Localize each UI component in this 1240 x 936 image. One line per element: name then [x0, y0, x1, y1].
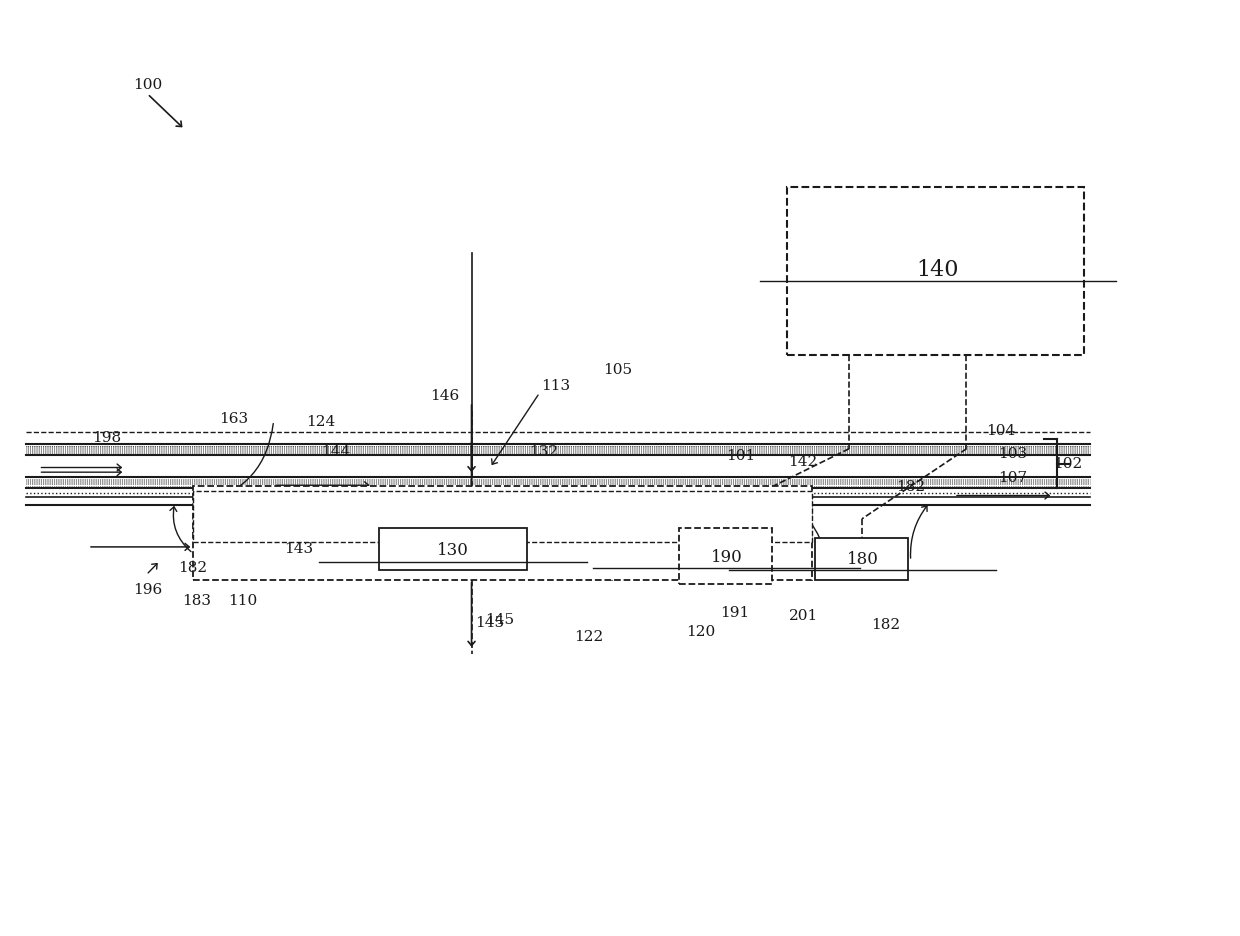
Text: 142: 142: [789, 455, 817, 468]
Text: 100: 100: [133, 79, 162, 93]
Text: 144: 144: [321, 445, 350, 459]
Text: 145: 145: [485, 612, 515, 626]
Bar: [378, 529, 527, 571]
Text: 182: 182: [179, 561, 208, 575]
Text: 143: 143: [284, 541, 312, 555]
Text: 130: 130: [436, 542, 469, 559]
Text: 146: 146: [430, 388, 459, 402]
Text: 198: 198: [92, 431, 122, 445]
Text: 196: 196: [133, 582, 162, 596]
Text: 180: 180: [847, 550, 878, 567]
Bar: [787, 188, 1084, 356]
Text: 120: 120: [686, 624, 715, 638]
Text: 191: 191: [720, 606, 750, 620]
Text: 124: 124: [306, 415, 335, 429]
Text: 140: 140: [916, 258, 960, 280]
Text: 107: 107: [998, 470, 1027, 484]
Text: 122: 122: [574, 629, 604, 643]
Bar: [680, 529, 773, 585]
Text: 103: 103: [998, 447, 1027, 461]
Text: 201: 201: [789, 608, 817, 622]
Bar: [193, 487, 812, 580]
Text: 190: 190: [711, 548, 743, 565]
Text: 182: 182: [897, 479, 925, 493]
Bar: [193, 491, 812, 543]
Text: 113: 113: [541, 379, 570, 393]
Text: 182: 182: [872, 618, 900, 632]
Text: 104: 104: [987, 424, 1016, 438]
Text: 132: 132: [528, 445, 558, 459]
Text: 163: 163: [219, 412, 248, 426]
Text: 101: 101: [727, 449, 756, 463]
Text: 105: 105: [603, 363, 632, 377]
Bar: [816, 538, 908, 580]
Text: 145: 145: [475, 615, 505, 629]
Text: 183: 183: [182, 593, 211, 607]
Text: 102: 102: [1053, 457, 1083, 470]
Text: 110: 110: [228, 593, 257, 607]
